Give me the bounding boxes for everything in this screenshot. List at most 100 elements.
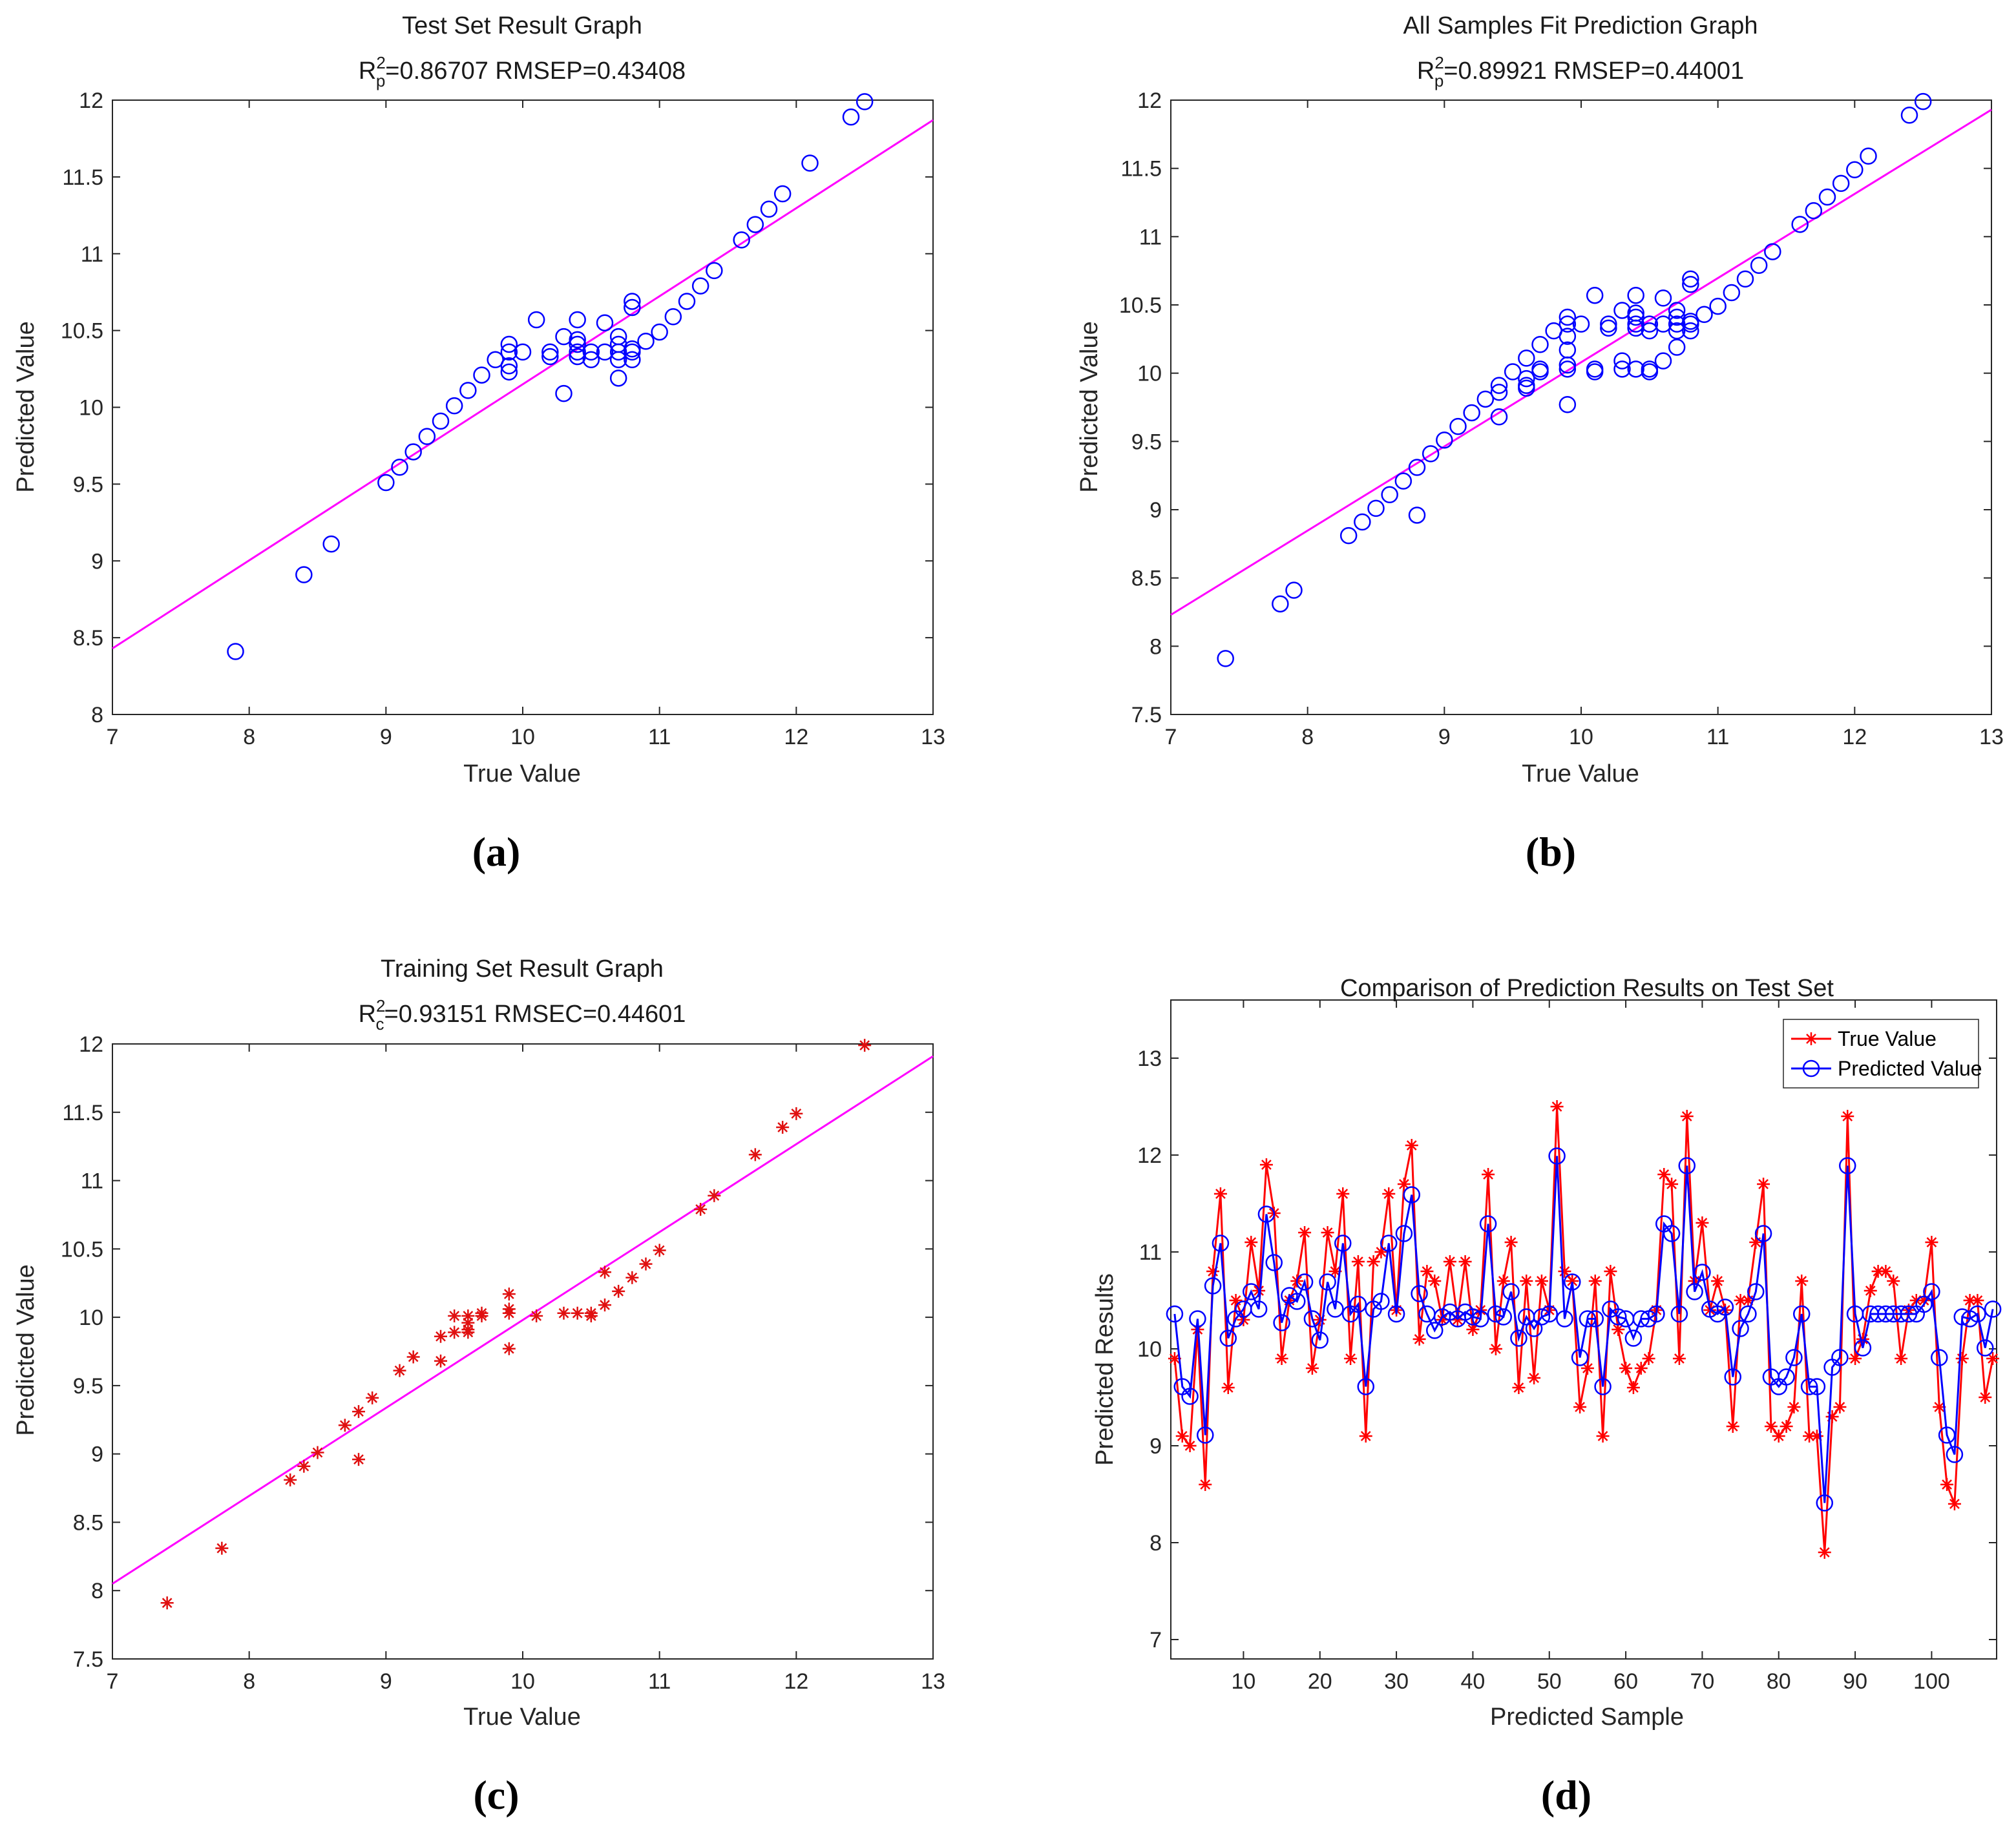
panel-c-data-point — [366, 1391, 379, 1404]
panel-d-series-2-point — [1938, 1426, 1956, 1444]
panel-d-series-1-point — [1221, 1381, 1235, 1394]
panel-d-series-1-point-stroke — [1299, 1227, 1310, 1238]
panel-c-plot-frame — [112, 1043, 934, 1660]
panel-b: 7 8 9 10 11 12 13 7.5 8 8.5 9 9.5 10 10.5 11 11.5 12 All… — [1076, 12, 2004, 875]
panel-c-x-axis-label: True Value — [463, 1704, 581, 1731]
panel-a-y-tick-label: 8 — [91, 703, 103, 727]
panel-a-data-point — [733, 231, 750, 249]
panel-d-series-1-point-stroke — [1276, 1353, 1287, 1364]
panel-a-x-tick-label: 8 — [243, 725, 255, 749]
panel-a-data-point — [432, 412, 450, 430]
panel-d-series-1-point — [1321, 1226, 1334, 1239]
panel-d-series-1-point-stroke — [1621, 1363, 1631, 1373]
panel-d-series-2-point — [1747, 1283, 1765, 1300]
panel-d-legend-label: Predicted Value — [1838, 1057, 1982, 1080]
panel-b-data-point — [1531, 363, 1549, 380]
panel-d-series-1-point-stroke — [1322, 1227, 1333, 1238]
panel-d-series-1-point — [1229, 1294, 1243, 1307]
panel-a-data-point — [555, 328, 572, 346]
panel-d-series-1-point-stroke — [1926, 1237, 1937, 1247]
panel-d-series-2-point — [1632, 1310, 1650, 1328]
panel-d-series-1-point-stroke — [1628, 1382, 1639, 1393]
panel-d-legend-marker-stroke — [1806, 1034, 1816, 1044]
panel-d-series-1-point-stroke — [1613, 1324, 1624, 1335]
panel-d-series-1-point-stroke — [1735, 1295, 1746, 1306]
panel-a-data-point — [295, 566, 313, 583]
panel-c-data-point — [557, 1306, 571, 1320]
panel-c-y-tick-label: 7.5 — [73, 1647, 103, 1672]
panel-a-data-point — [624, 351, 641, 369]
panel-c-data-point-stroke — [503, 1289, 514, 1300]
panel-b-x-axis-label: True Value — [1522, 760, 1639, 787]
panel-d-series-2-point — [1663, 1225, 1681, 1242]
panel-b-data-point — [1654, 352, 1672, 370]
panel-d-series-1-point-stroke — [1964, 1295, 1975, 1306]
panel-d-series-1-point-stroke — [1972, 1295, 1983, 1306]
panel-d-series-1-point-stroke — [1942, 1479, 1952, 1490]
panel-c-y-tick-label: 11.5 — [62, 1101, 103, 1125]
panel-c-y-axis-label: Predicted Value — [12, 1264, 39, 1435]
panel-b-data-point — [1613, 360, 1631, 378]
panel-b-data-point — [1463, 404, 1480, 422]
panel-d-series-2-point — [1288, 1293, 1306, 1310]
panel-d-series-1-point-stroke — [1360, 1431, 1371, 1441]
panel-d-series-1-point-stroke — [1834, 1402, 1845, 1412]
panel-b-data-point — [1723, 284, 1741, 302]
panel-d-series-2-point — [1984, 1300, 2002, 1318]
panel-b-y-tick-label: 11.5 — [1120, 157, 1162, 182]
panel-d-series-2-point — [1694, 1264, 1711, 1281]
panel-d-plot: 10 20 30 40 50 60 70 80 90 100 7 8 9 10 11 12 13 True Val… — [1137, 999, 2002, 1694]
panel-d-series-1-point-stroke — [1483, 1169, 1493, 1180]
panel-d-series-1-point — [1642, 1352, 1655, 1365]
panel-d-series-2-point — [1564, 1273, 1581, 1291]
panel-d-series-1-point-stroke — [1498, 1276, 1509, 1286]
panel-a-data-point — [500, 363, 518, 381]
panel-d-series-2-point — [1900, 1305, 1918, 1323]
panel-a-data-point — [691, 277, 709, 295]
panel-c-data-point — [434, 1354, 447, 1368]
panel-d-series-1-point — [1259, 1158, 1273, 1171]
panel-a-data-point — [760, 200, 778, 218]
panel-c-data-point-stroke — [394, 1365, 405, 1376]
panel-a-data-point — [773, 185, 792, 203]
panel-a-y-tick-label: 10.5 — [61, 319, 103, 344]
panel-d-series-1-point-stroke — [1949, 1499, 1960, 1509]
panel-c-x-tick-label: 8 — [243, 1669, 255, 1694]
panel-d-series-1-point — [1626, 1381, 1640, 1394]
panel-a-data-point — [596, 314, 614, 331]
panel-d-series-1-point-stroke — [1865, 1286, 1876, 1296]
panel-d-series-2-point — [1594, 1378, 1612, 1395]
panel-d-series-1-point — [1573, 1401, 1587, 1413]
panel-d-y-tick-label: 10 — [1137, 1337, 1162, 1362]
panel-c-data-point — [297, 1459, 311, 1473]
panel-c-data-point — [406, 1350, 420, 1364]
panel-b-plot-frame — [1170, 99, 1992, 715]
panel-b-x-tick-label: 8 — [1301, 725, 1314, 749]
panel-a-x-tick-label: 10 — [510, 725, 535, 749]
panel-a-data-point — [664, 307, 682, 326]
panel-d-series-1-point-stroke — [1888, 1276, 1899, 1286]
panel-d-series-1-point — [1864, 1284, 1877, 1297]
panel-b-subfigure-label: (b) — [1526, 829, 1576, 875]
panel-c-y-tick-label: 12 — [79, 1032, 103, 1057]
panel-a-data-point — [514, 343, 532, 361]
panel-b-data-point — [1449, 417, 1467, 435]
panel-d-series-1-point — [1933, 1401, 1946, 1413]
panel-d-series-1-point — [1711, 1275, 1725, 1287]
panel-d-series-2-point — [1586, 1310, 1604, 1328]
panel-a-x-tick-label: 11 — [648, 725, 671, 749]
panel-d-series-1-point-stroke — [1521, 1276, 1532, 1286]
panel-d-series-1-point — [1979, 1391, 1992, 1404]
panel-b-y-tick-label: 9 — [1150, 498, 1162, 523]
panel-c-data-point-stroke — [709, 1190, 720, 1201]
panel-c-x-tick-label: 9 — [380, 1669, 392, 1694]
panel-d-series-2-point — [1624, 1329, 1643, 1347]
panel-d-series-1-point — [1504, 1236, 1518, 1249]
panel-c-title: Training Set Result Graph — [381, 955, 664, 983]
panel-c-data-point — [502, 1287, 516, 1301]
panel-d-series-1-point — [1374, 1245, 1388, 1258]
panel-a-x-tick-label: 13 — [921, 725, 945, 749]
panel-c-data-point-stroke — [558, 1308, 569, 1318]
panel-b-data-point — [1559, 315, 1577, 333]
panel-d-series-1-point — [1764, 1420, 1778, 1433]
